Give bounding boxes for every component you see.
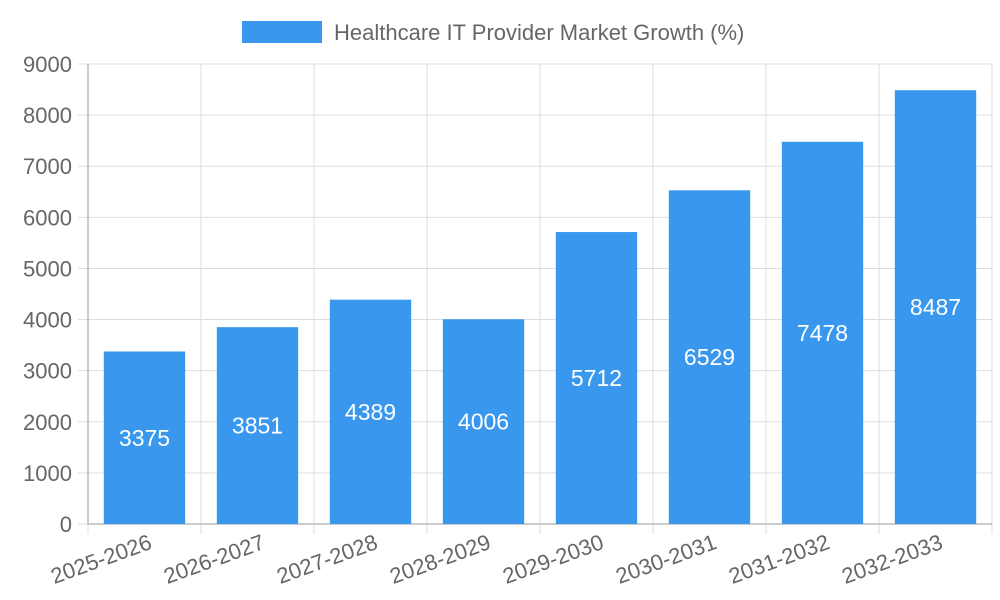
x-tick-label: 2029-2030 [499, 529, 606, 588]
bar [555, 232, 638, 524]
bar-data-label: 6529 [684, 344, 735, 370]
bar-data-label: 4006 [458, 409, 509, 435]
bar [442, 319, 525, 524]
bar-data-label: 4389 [345, 399, 396, 425]
x-tick-label: 2026-2027 [160, 529, 267, 588]
x-tick-label: 2031-2032 [725, 529, 832, 588]
bar [668, 190, 751, 524]
y-tick-label: 2000 [23, 410, 72, 435]
bar-data-label: 8487 [910, 294, 961, 320]
legend-label: Healthcare IT Provider Market Growth (%) [334, 20, 744, 45]
x-tick-label: 2030-2031 [612, 529, 719, 588]
y-tick-label: 1000 [23, 461, 72, 486]
y-tick-label: 9000 [23, 52, 72, 77]
y-tick-label: 6000 [23, 205, 72, 230]
bar-data-label: 3375 [119, 425, 170, 451]
x-tick-label: 2032-2033 [838, 529, 945, 588]
bar [103, 351, 186, 524]
x-tick-label: 2027-2028 [273, 529, 380, 588]
legend-swatch [242, 21, 322, 43]
y-tick-label: 8000 [23, 103, 72, 128]
x-tick-label: 2028-2029 [386, 529, 493, 588]
bar-data-label: 7478 [797, 320, 848, 346]
y-tick-label: 5000 [23, 256, 72, 281]
x-tick-label: 2025-2026 [47, 529, 154, 588]
y-tick-label: 4000 [23, 308, 72, 333]
bar-data-label: 5712 [571, 365, 622, 391]
bar [216, 327, 299, 524]
y-tick-label: 0 [60, 512, 72, 537]
bar [781, 141, 864, 524]
bar [894, 90, 977, 524]
y-tick-label: 3000 [23, 359, 72, 384]
bar [329, 299, 412, 524]
bar-data-label: 3851 [232, 413, 283, 439]
y-tick-label: 7000 [23, 154, 72, 179]
